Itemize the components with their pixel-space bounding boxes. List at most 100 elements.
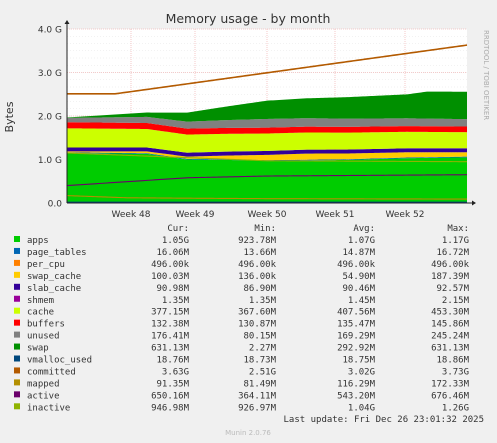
- column-header-avg: Avg:: [353, 224, 375, 234]
- legend-value-min: 18.73M: [243, 356, 276, 366]
- legend-value-avg: 543.20M: [337, 391, 376, 401]
- legend-value-min: 2.27M: [249, 344, 277, 354]
- legend-value-cur: 100.03M: [151, 272, 190, 282]
- legend-name: unused: [27, 332, 60, 342]
- legend-value-avg: 407.56M: [337, 308, 376, 318]
- legend-value-min: 367.60M: [238, 308, 277, 318]
- legend-row-per_cpu: per_cpu 496.00k 496.00k 496.00k 496.00k: [14, 259, 470, 270]
- legend-value-cur: 18.76M: [156, 356, 189, 366]
- legend-swatch: [14, 343, 20, 350]
- legend-value-cur: 650.16M: [151, 391, 190, 401]
- legend-swatch: [14, 319, 20, 326]
- legend-value-min: 364.11M: [238, 391, 277, 401]
- legend-value-min: 80.15M: [243, 332, 276, 342]
- legend-value-cur: 631.13M: [151, 344, 190, 354]
- x-axis-arrow: [472, 200, 476, 206]
- legend-swatch: [14, 355, 20, 362]
- y-tick-label: 4.0 G: [38, 26, 62, 36]
- legend-swatch: [14, 391, 20, 398]
- legend-row-apps: apps 1.05G 923.78M 1.07G 1.17G: [14, 236, 469, 246]
- legend-name: swap: [27, 344, 49, 354]
- x-tick-label: Week 49: [176, 210, 215, 220]
- rrdtool-credit: RRDTOOL / TOBI OETIKER: [482, 30, 490, 120]
- legend-rows: apps 1.05G 923.78M 1.07G 1.17G page_tables 16.…: [14, 236, 470, 413]
- column-header-min: Min:: [254, 224, 276, 234]
- legend-value-avg: 1.07G: [348, 236, 375, 246]
- axes: [64, 20, 476, 206]
- legend-name: slab_cache: [27, 284, 81, 294]
- legend-row-page_tables: page_tables 16.06M 13.66M 14.87M 16.72M: [14, 247, 470, 258]
- column-header-cur: Cur:: [167, 224, 189, 234]
- legend-row-unused: unused 176.41M 80.15M 169.29M 245.24M: [14, 331, 470, 342]
- legend-value-max: 676.46M: [431, 391, 470, 401]
- legend-value-cur: 946.98M: [151, 403, 190, 413]
- legend-value-cur: 1.05G: [162, 236, 189, 246]
- area-unused: [67, 116, 467, 129]
- legend-value-min: 2.51G: [249, 367, 276, 377]
- legend-value-max: 1.26G: [442, 403, 469, 413]
- y-tick-label: 0.0: [48, 200, 63, 210]
- legend-value-min: 923.78M: [238, 236, 277, 246]
- legend: Cur: Min: Avg: Max: apps 1.05G 923.78M 1.07…: [14, 224, 470, 413]
- legend-value-max: 145.86M: [431, 320, 470, 330]
- legend-name: cache: [27, 308, 54, 318]
- legend-swatch: [14, 283, 20, 290]
- line-mapped: [66, 195, 468, 200]
- area-cache: [67, 128, 467, 153]
- legend-name: active: [27, 391, 60, 401]
- legend-value-cur: 3.63G: [162, 367, 189, 377]
- x-tick-label: Week 48: [112, 210, 151, 220]
- y-axis-arrow: [64, 20, 70, 24]
- legend-row-slab_cache: slab_cache 90.98M 86.90M 90.46M 92.57M: [14, 283, 470, 294]
- chart-title: Memory usage - by month: [166, 11, 331, 26]
- area-page_tables: [67, 152, 467, 161]
- last-update: Last update: Fri Dec 26 23:01:32 2025: [284, 415, 484, 425]
- legend-value-avg: 18.75M: [342, 356, 375, 366]
- area-swap: [67, 91, 467, 122]
- legend-value-min: 1.35M: [249, 296, 277, 306]
- legend-name: swap_cache: [27, 272, 81, 282]
- legend-value-min: 81.49M: [243, 379, 276, 389]
- area-buffers: [67, 122, 467, 135]
- legend-value-max: 245.24M: [431, 332, 470, 342]
- legend-value-cur: 1.35M: [162, 296, 190, 306]
- legend-row-inactive: inactive 946.98M 926.97M 1.04G 1.26G: [14, 403, 469, 413]
- legend-value-max: 3.73G: [442, 367, 469, 377]
- legend-value-max: 18.86M: [436, 356, 469, 366]
- line-active: [66, 174, 468, 187]
- legend-value-avg: 1.45M: [348, 296, 376, 306]
- legend-swatch: [14, 367, 20, 374]
- legend-value-avg: 1.04G: [348, 403, 375, 413]
- legend-value-max: 187.39M: [431, 272, 470, 282]
- line-series: [66, 44, 468, 203]
- legend-row-active: active 650.16M 364.11M 543.20M 676.46M: [14, 391, 470, 401]
- column-header-max: Max:: [447, 224, 469, 234]
- legend-value-avg: 3.02G: [348, 367, 375, 377]
- y-tick-label: 1.0 G: [38, 156, 62, 166]
- y-tick-label: 3.0 G: [38, 69, 62, 79]
- y-tick-label: 2.0 G: [38, 113, 62, 123]
- legend-value-cur: 16.06M: [156, 248, 189, 258]
- legend-name: shmem: [27, 296, 54, 306]
- legend-value-avg: 135.47M: [337, 320, 376, 330]
- legend-swatch: [14, 236, 20, 242]
- legend-swatch: [14, 247, 20, 254]
- legend-name: committed: [27, 367, 76, 377]
- area-slab_cache: [67, 147, 467, 157]
- legend-value-avg: 14.87M: [342, 248, 375, 258]
- legend-value-max: 92.57M: [436, 284, 469, 294]
- legend-name: per_cpu: [27, 260, 65, 270]
- legend-row-swap_cache: swap_cache 100.03M 136.00k 54.90M 187.39M: [14, 271, 470, 282]
- legend-swatch: [14, 331, 20, 338]
- x-tick-labels: Week 48 Week 49 Week 50 Week 51 Week 52: [112, 210, 425, 220]
- legend-value-min: 496.00k: [238, 260, 277, 270]
- legend-swatch: [14, 271, 20, 278]
- area-apps: [67, 152, 467, 203]
- x-tick-label: Week 50: [248, 210, 287, 220]
- legend-value-avg: 116.29M: [337, 379, 376, 389]
- legend-value-max: 1.17G: [442, 236, 469, 246]
- legend-value-min: 86.90M: [243, 284, 276, 294]
- y-tick-labels: 0.0 1.0 G 2.0 G 3.0 G 4.0 G: [38, 26, 62, 210]
